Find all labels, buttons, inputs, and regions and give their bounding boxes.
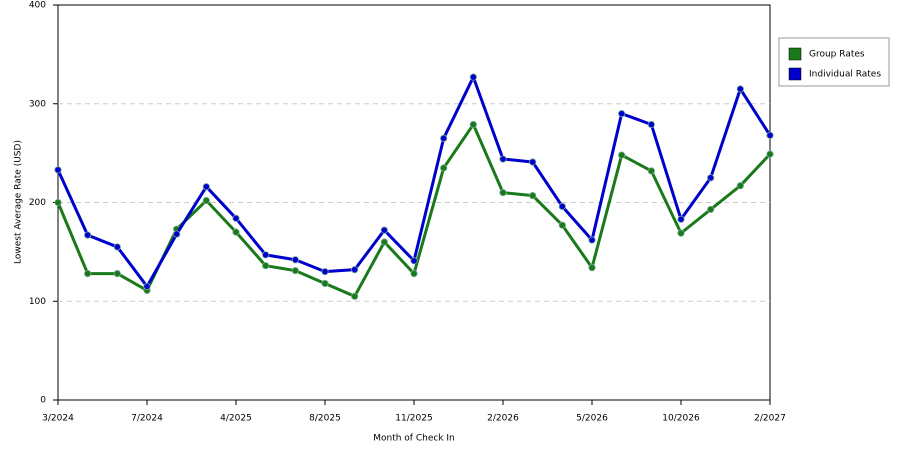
data-point	[143, 282, 151, 291]
x-tick-label: 2/2026	[487, 414, 519, 424]
data-point	[647, 167, 655, 175]
data-point	[410, 269, 418, 278]
data-point	[529, 191, 537, 200]
y-tick-label: 300	[29, 99, 46, 109]
data-point	[558, 221, 566, 229]
x-tick-label: 4/2025	[220, 414, 252, 424]
data-point	[291, 267, 299, 275]
data-point	[558, 202, 566, 211]
x-axis-label: Month of Check In	[373, 434, 455, 444]
x-tick-label: 7/2024	[131, 414, 163, 424]
legend-label: Individual Rates	[809, 70, 881, 80]
data-point	[351, 292, 359, 300]
legend-label: Group Rates	[809, 50, 865, 60]
legend-swatch	[788, 67, 802, 81]
data-point	[588, 264, 596, 272]
x-tick-label: 8/2025	[309, 414, 341, 424]
series-line	[56, 75, 772, 288]
y-axis-label: Lowest Average Rate (USD)	[14, 140, 24, 264]
data-point	[618, 151, 626, 159]
data-point	[84, 231, 92, 239]
data-point	[321, 279, 329, 288]
data-point	[380, 238, 388, 246]
legend-swatch	[788, 47, 802, 61]
data-point	[469, 73, 477, 81]
data-point	[677, 215, 685, 223]
x-tick-label: 10/2026	[662, 414, 700, 424]
data-point	[529, 158, 537, 166]
data-point	[647, 120, 655, 129]
x-tick-label: 2/2027	[754, 414, 786, 424]
data-point	[291, 256, 299, 264]
data-point	[499, 155, 507, 163]
data-point	[707, 174, 715, 182]
data-point	[440, 164, 448, 172]
y-tick-label: 0	[40, 396, 46, 406]
data-point	[54, 198, 62, 207]
data-point	[113, 243, 121, 251]
data-point	[410, 257, 418, 265]
y-tick-label: 400	[29, 1, 46, 11]
data-point	[232, 214, 240, 222]
data-point	[736, 182, 744, 190]
data-point	[588, 236, 596, 244]
data-point	[499, 189, 507, 197]
data-point	[736, 85, 744, 93]
data-point	[113, 269, 121, 278]
data-point	[618, 110, 626, 118]
data-point	[262, 262, 270, 270]
data-point	[173, 230, 181, 238]
data-point	[351, 266, 359, 274]
data-point	[202, 183, 210, 191]
data-point	[84, 269, 92, 278]
data-point	[766, 150, 774, 158]
data-point	[677, 229, 685, 237]
y-tick-label: 200	[29, 198, 46, 208]
data-point	[54, 166, 62, 174]
data-point	[766, 131, 774, 139]
data-point	[232, 228, 240, 236]
y-tick-label: 100	[29, 297, 46, 307]
data-point	[469, 120, 477, 129]
x-tick-label: 3/2024	[42, 414, 74, 424]
data-point	[202, 196, 210, 205]
data-point	[440, 134, 448, 142]
data-point	[321, 268, 329, 276]
data-point	[707, 205, 715, 214]
x-tick-label: 5/2026	[576, 414, 608, 424]
x-tick-label: 11/2025	[395, 414, 432, 424]
data-point	[380, 226, 388, 234]
data-point	[262, 251, 270, 259]
